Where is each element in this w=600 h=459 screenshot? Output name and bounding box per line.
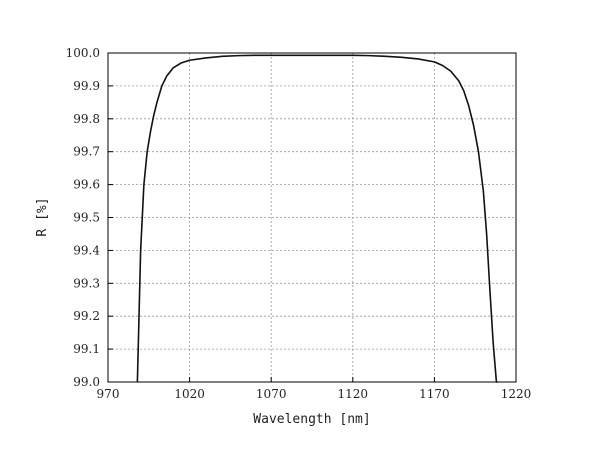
y-tick-labels: 99.0 99.1 99.2 99.3 99.4 99.5 99.6 99.7 99.8 99.9… [66, 46, 101, 389]
y-tick-label: 99.2 [73, 309, 100, 323]
x-tick-label: 1220 [501, 387, 532, 401]
x-tick-label: 1120 [338, 387, 369, 401]
y-tick-label: 99.5 [73, 211, 100, 225]
y-tick-label: 99.4 [73, 243, 100, 257]
x-tick-labels: 970 1020 1070 1120 1170 1220 [97, 387, 532, 401]
y-tick-label: 99.7 [73, 145, 100, 159]
x-axis-label: Wavelength [nm] [253, 412, 370, 427]
y-tick-label: 99.1 [73, 342, 100, 356]
x-tick-label: 1070 [256, 387, 287, 401]
y-axis-label: R [%] [35, 197, 50, 236]
y-tick-label: 99.3 [73, 276, 100, 290]
y-tick-label: 100.0 [66, 46, 100, 60]
reflectance-series-line [136, 54, 499, 383]
y-tick-label: 99.8 [73, 112, 100, 126]
y-tick-label: 99.0 [73, 375, 100, 389]
x-tick-label: 970 [97, 387, 120, 401]
y-tick-label: 99.6 [73, 178, 100, 192]
axis-ticks [107, 52, 517, 383]
x-tick-label: 1170 [419, 387, 450, 401]
grid-lines [108, 53, 516, 382]
y-tick-label: 99.9 [73, 79, 100, 93]
x-tick-label: 1020 [174, 387, 205, 401]
